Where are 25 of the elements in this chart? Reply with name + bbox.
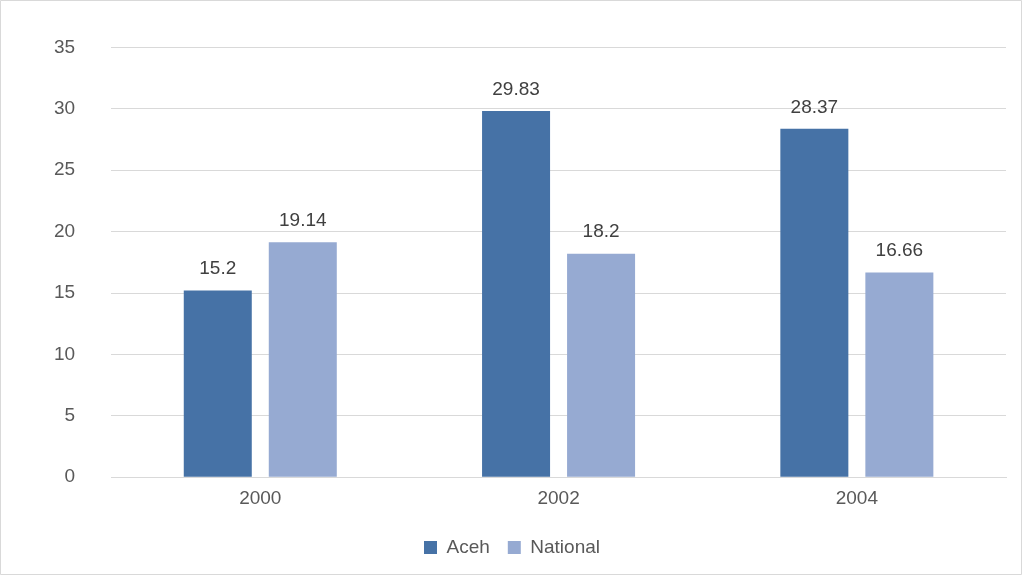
data-label: 19.14 bbox=[279, 208, 327, 230]
data-label: 18.2 bbox=[582, 220, 620, 242]
bar bbox=[567, 253, 636, 477]
bar bbox=[482, 110, 551, 477]
y-tick-label: 5 bbox=[64, 404, 76, 426]
y-tick-label: 15 bbox=[53, 281, 76, 303]
bar bbox=[865, 272, 934, 477]
y-tick-label: 30 bbox=[53, 97, 76, 119]
bar bbox=[183, 290, 252, 477]
data-label: 29.83 bbox=[492, 77, 540, 99]
x-tick-label: 2004 bbox=[835, 486, 879, 508]
y-tick-label: 10 bbox=[53, 342, 76, 364]
data-label: 16.66 bbox=[875, 239, 924, 261]
y-tick-label: 0 bbox=[64, 465, 76, 487]
y-tick-label: 35 bbox=[53, 35, 76, 57]
x-tick-label: 2000 bbox=[239, 486, 282, 508]
data-label: 15.2 bbox=[199, 257, 237, 279]
y-tick-label: 20 bbox=[53, 219, 76, 241]
x-tick-label: 2002 bbox=[537, 486, 580, 508]
data-label: 28.37 bbox=[790, 95, 839, 117]
bar bbox=[780, 128, 849, 477]
legend-label: National bbox=[530, 535, 601, 557]
bar bbox=[268, 242, 337, 477]
legend-label: Aceh bbox=[446, 535, 490, 557]
y-tick-label: 25 bbox=[53, 158, 76, 180]
